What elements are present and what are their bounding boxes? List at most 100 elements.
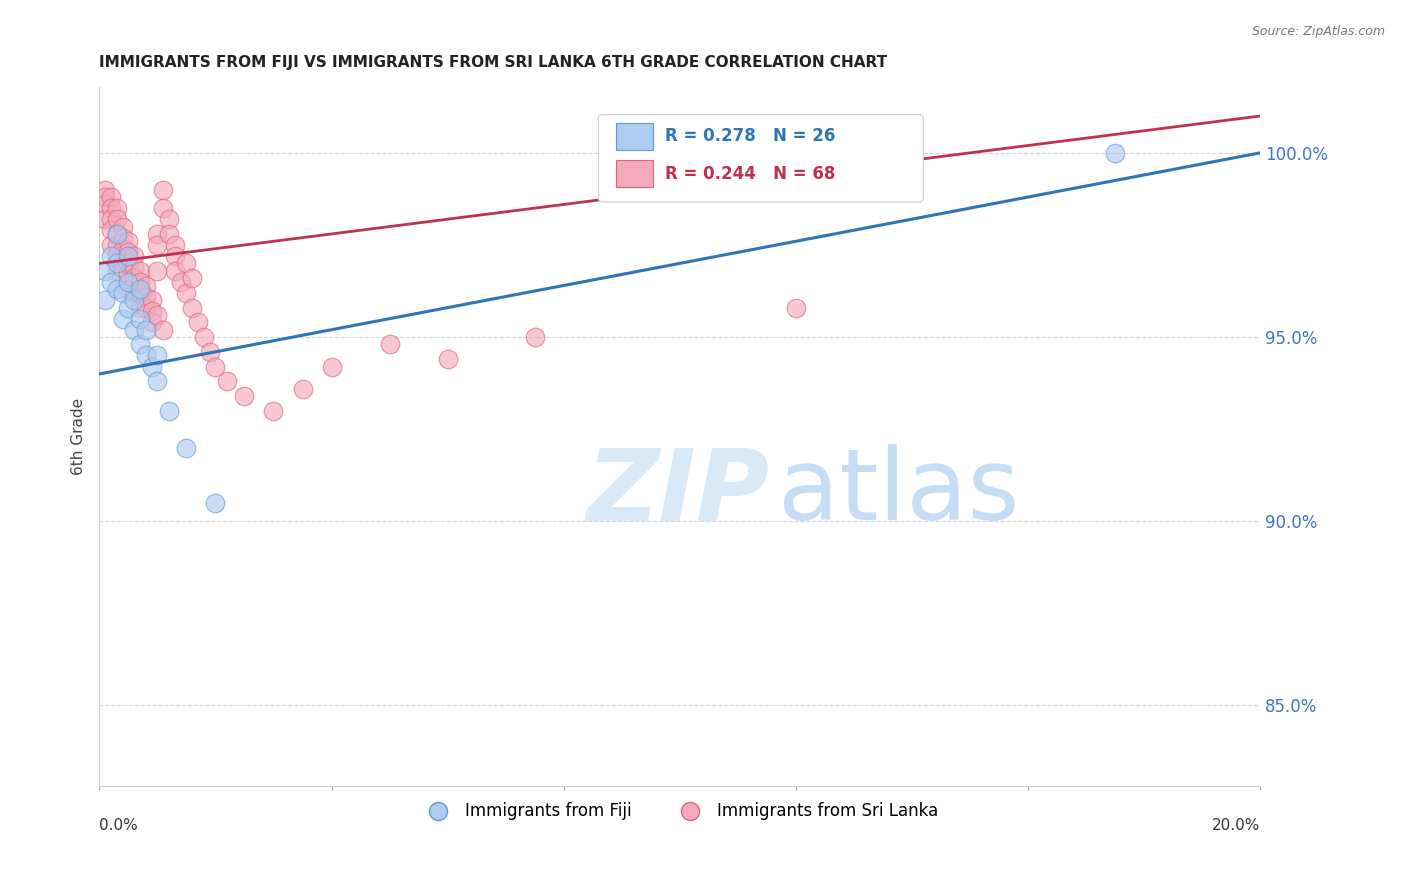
Text: IMMIGRANTS FROM FIJI VS IMMIGRANTS FROM SRI LANKA 6TH GRADE CORRELATION CHART: IMMIGRANTS FROM FIJI VS IMMIGRANTS FROM … [100, 55, 887, 70]
Point [163, 249, 186, 263]
Point [117, 268, 139, 282]
Point [117, 256, 139, 270]
Point [100, 275, 122, 289]
Point [135, 349, 157, 363]
Point [198, 344, 221, 359]
Point [117, 301, 139, 315]
Point [523, 330, 546, 344]
Point [233, 389, 256, 403]
Point [146, 349, 169, 363]
Point [129, 285, 152, 300]
Point [129, 264, 152, 278]
Point [141, 359, 163, 374]
Point [129, 301, 152, 315]
Point [129, 275, 152, 289]
Point [100, 249, 122, 263]
Point [141, 315, 163, 329]
Point [100, 190, 122, 204]
Point [94, 190, 117, 204]
Point [146, 308, 169, 322]
Point [1104, 145, 1126, 160]
Point [105, 249, 128, 263]
Point [122, 249, 145, 263]
Point [100, 201, 122, 215]
Point [176, 285, 198, 300]
Point [378, 337, 401, 351]
Point [111, 230, 134, 244]
FancyBboxPatch shape [616, 160, 652, 186]
Point [321, 359, 343, 374]
Point [105, 256, 128, 270]
Point [176, 256, 198, 270]
Point [187, 315, 209, 329]
FancyBboxPatch shape [616, 123, 652, 150]
Point [141, 293, 163, 308]
Point [111, 256, 134, 270]
Point [111, 219, 134, 234]
Y-axis label: 6th Grade: 6th Grade [72, 398, 86, 475]
Point [94, 293, 117, 308]
Point [157, 212, 180, 227]
Point [163, 264, 186, 278]
Point [100, 223, 122, 237]
Point [94, 183, 117, 197]
Point [117, 282, 139, 296]
Point [152, 201, 174, 215]
Point [135, 323, 157, 337]
Point [135, 289, 157, 303]
Point [111, 285, 134, 300]
Point [122, 260, 145, 274]
Point [135, 278, 157, 293]
Point [117, 275, 139, 289]
Point [146, 238, 169, 252]
Point [94, 197, 117, 211]
Point [193, 330, 215, 344]
Point [105, 282, 128, 296]
Point [141, 304, 163, 318]
Point [117, 249, 139, 263]
Point [169, 275, 191, 289]
Point [111, 311, 134, 326]
Point [157, 403, 180, 417]
Point [204, 496, 226, 510]
Point [785, 301, 807, 315]
Text: atlas: atlas [779, 444, 1019, 541]
Text: 0.0%: 0.0% [100, 818, 138, 833]
Point [94, 264, 117, 278]
Point [129, 337, 152, 351]
Point [117, 235, 139, 249]
Point [146, 374, 169, 388]
Point [146, 227, 169, 241]
Point [129, 282, 152, 296]
Point [152, 183, 174, 197]
Point [94, 212, 117, 227]
Point [122, 323, 145, 337]
Text: R = 0.244   N = 68: R = 0.244 N = 68 [665, 165, 835, 183]
Point [105, 227, 128, 241]
Point [152, 323, 174, 337]
Point [291, 382, 314, 396]
Point [111, 242, 134, 256]
Point [146, 264, 169, 278]
Point [105, 212, 128, 227]
Point [181, 271, 204, 285]
Legend: Immigrants from Fiji, Immigrants from Sri Lanka: Immigrants from Fiji, Immigrants from Sr… [415, 796, 945, 827]
Point [100, 238, 122, 252]
Point [122, 293, 145, 308]
Point [217, 374, 239, 388]
Point [105, 238, 128, 252]
Point [436, 352, 458, 367]
Point [176, 441, 198, 455]
Point [122, 271, 145, 285]
Point [181, 301, 204, 315]
Point [135, 301, 157, 315]
Point [129, 311, 152, 326]
Point [263, 403, 285, 417]
Point [163, 238, 186, 252]
Point [157, 227, 180, 241]
Text: ZIP: ZIP [586, 444, 770, 541]
Point [100, 212, 122, 227]
Point [122, 285, 145, 300]
Point [105, 264, 128, 278]
Text: 20.0%: 20.0% [1212, 818, 1260, 833]
